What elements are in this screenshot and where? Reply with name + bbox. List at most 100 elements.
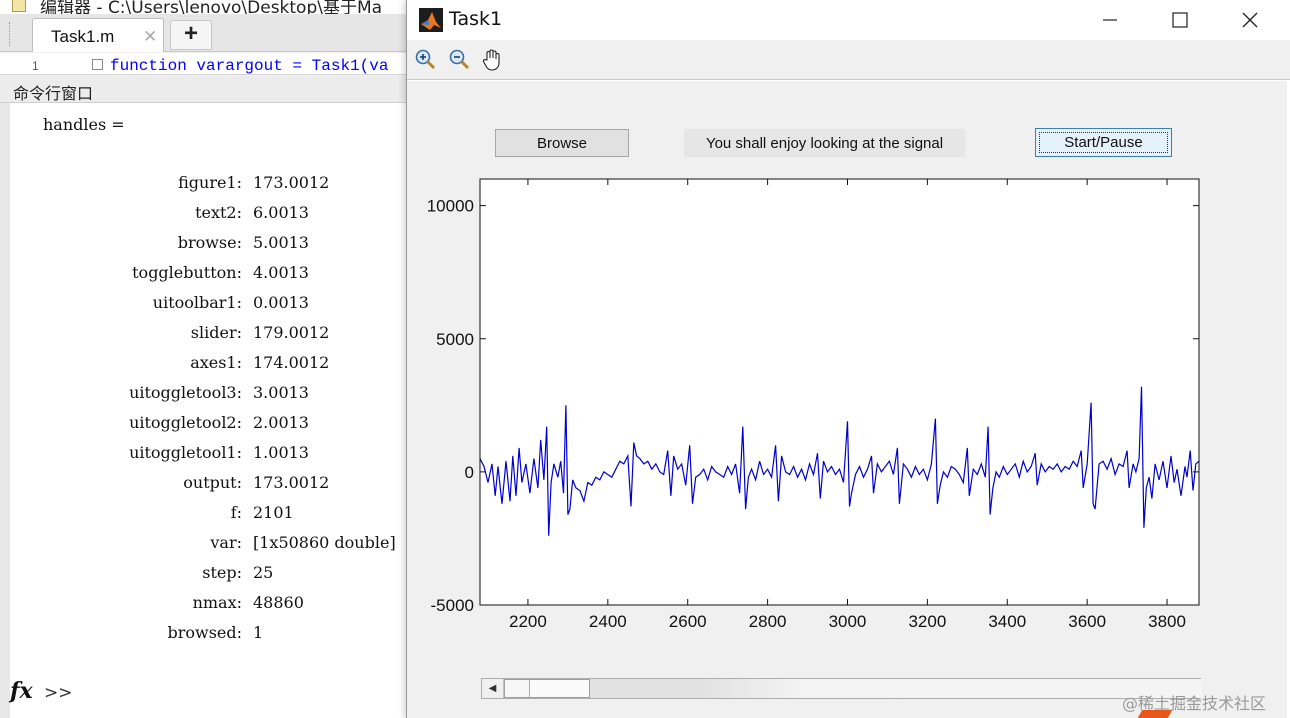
field-name: f: [230, 503, 242, 522]
watermark-text: @稀土掘金技术社区 [1122, 694, 1267, 713]
figure-title-bar: Task1 [407, 0, 1290, 40]
plot-area[interactable] [480, 179, 1199, 605]
field-value: 5.0013 [253, 233, 309, 252]
field-name: figure1: [178, 173, 242, 192]
slider-track-overlay [702, 679, 1202, 698]
handles-field-row: uitoggletool3: 3.0013 [10, 383, 430, 413]
slider-thumb-grip [529, 680, 589, 697]
figure-toolbar [407, 40, 1290, 106]
x-tick-label: 3800 [1148, 612, 1186, 631]
field-name: togglebutton: [132, 263, 242, 282]
document-icon [12, 0, 26, 12]
x-tick-label: 2400 [589, 612, 627, 631]
field-name: var: [210, 533, 242, 552]
start-pause-toggle-button[interactable]: Start/Pause [1035, 128, 1172, 157]
editor-title-text: 编辑器 - C:\Users\lenovo\Desktop\基于Ma [40, 0, 383, 14]
y-tick-label: 10000 [427, 197, 474, 216]
x-tick-label: 3000 [829, 612, 867, 631]
handles-field-row: uitoggletool2: 2.0013 [10, 413, 430, 443]
field-value: 0.0013 [253, 293, 309, 312]
line-number: 1 [32, 59, 39, 73]
x-tick-label: 2200 [509, 612, 547, 631]
field-value: 6.0013 [253, 203, 309, 222]
field-value: 48860 [253, 593, 304, 612]
field-name: uitoggletool3: [129, 383, 242, 402]
x-tick-label: 2600 [669, 612, 707, 631]
variable-display-line: handles = [43, 115, 125, 134]
command-window-title: 命令行窗口 [13, 84, 94, 103]
close-icon[interactable] [1215, 0, 1285, 40]
field-value: 2101 [253, 503, 294, 522]
field-value: 3.0013 [253, 383, 309, 402]
command-window[interactable]: handles = figure1: 173.0012 text2: 6.0013 br… [0, 103, 420, 718]
field-value: 179.0012 [253, 323, 330, 342]
field-name: uitoggletool1: [129, 443, 242, 462]
field-value: 173.0012 [253, 473, 330, 492]
field-name: browse: [177, 233, 242, 252]
x-tick-label: 3600 [1068, 612, 1106, 631]
add-tab-button[interactable]: + [170, 20, 212, 50]
handles-field-row: var: [1x50860 double] [10, 533, 430, 563]
tab-grip-handle[interactable] [9, 22, 12, 46]
handles-field-row: figure1: 173.0012 [10, 173, 430, 203]
handles-field-row: uitoggletool1: 1.0013 [10, 443, 430, 473]
handles-field-row: slider: 179.0012 [10, 323, 430, 353]
y-tick-label: 0 [465, 463, 474, 482]
handles-field-row: f: 2101 [10, 503, 430, 533]
field-name: nmax: [192, 593, 242, 612]
signal-axes[interactable]: 2200 2400 2600 2800 3000 3200 3400 3600 3800 1000… [407, 81, 1287, 661]
code-line[interactable]: 1 function varargout = Task1(va [0, 53, 420, 75]
handles-field-row: togglebutton: 4.0013 [10, 263, 430, 293]
tab-close-icon[interactable]: ✕ [143, 27, 158, 46]
slider-left-arrow-icon[interactable]: ◀ [482, 679, 504, 698]
handles-field-row: output: 173.0012 [10, 473, 430, 503]
field-name: uitoggletool2: [129, 413, 242, 432]
slider-thumb[interactable] [504, 679, 590, 698]
figure-title: Task1 [449, 8, 503, 30]
handles-field-row: axes1: 174.0012 [10, 353, 430, 383]
maximize-icon[interactable] [1145, 0, 1215, 40]
axes-box [479, 178, 1200, 606]
signal-static-text: You shall enjoy looking at the signal [684, 129, 965, 157]
handles-field-row: uitoolbar1: 0.0013 [10, 293, 430, 323]
signal-line [479, 386, 1200, 536]
figure-canvas: Browse You shall enjoy looking at the si… [407, 81, 1287, 718]
x-tick-label: 3400 [988, 612, 1026, 631]
zoom-in-icon[interactable] [413, 48, 439, 72]
minimize-icon[interactable] [1075, 0, 1145, 40]
field-value: 1 [253, 623, 264, 642]
orange-corner-decoration [1137, 710, 1173, 718]
field-value: 174.0012 [253, 353, 330, 372]
field-value: 1.0013 [253, 443, 309, 462]
editor-title-bar: 编辑器 - C:\Users\lenovo\Desktop\基于Ma [0, 0, 420, 14]
fx-icon[interactable]: fx [10, 678, 33, 704]
tab-label: Task1.m [51, 27, 115, 46]
field-value: 173.0012 [253, 173, 330, 192]
field-name: axes1: [190, 353, 242, 372]
field-value: 2.0013 [253, 413, 309, 432]
handles-field-row: nmax: 48860 [10, 593, 430, 623]
x-tick-label: 2800 [749, 612, 787, 631]
zoom-out-icon[interactable] [447, 48, 473, 72]
signal-slider[interactable]: ◀ [481, 678, 1202, 699]
tab-task1[interactable]: Task1.m ✕ [32, 18, 164, 52]
matlab-logo-icon [419, 8, 443, 32]
y-tick-label: -5000 [431, 596, 474, 615]
field-name: text2: [195, 203, 242, 222]
field-name: slider: [190, 323, 242, 342]
fold-box-icon[interactable] [92, 59, 103, 70]
pan-hand-icon[interactable] [480, 48, 506, 72]
handles-field-row: text2: 6.0013 [10, 203, 430, 233]
field-value: 4.0013 [253, 263, 309, 282]
field-name: browsed: [167, 623, 242, 642]
figure-window: Task1 [406, 0, 1290, 718]
editor-tab-bar: Task1.m ✕ + [0, 14, 420, 52]
command-prompt[interactable]: >> [44, 683, 73, 703]
handles-field-row: browse: 5.0013 [10, 233, 430, 263]
field-name: step: [202, 563, 242, 582]
field-value: 25 [253, 563, 274, 582]
x-tick-label: 3200 [908, 612, 946, 631]
field-value: [1x50860 double] [253, 533, 396, 552]
browse-button[interactable]: Browse [495, 129, 629, 157]
